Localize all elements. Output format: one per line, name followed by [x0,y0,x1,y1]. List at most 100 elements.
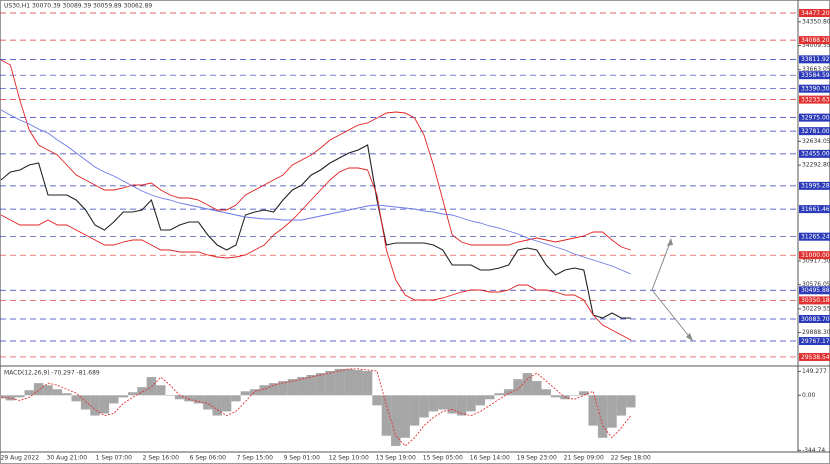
arrow-head [667,238,673,246]
macd-bar [43,385,53,396]
level-label-box [799,352,830,361]
y-tick-label: 30576.05 [802,281,830,288]
level-label-box [799,149,830,158]
level-label-box [799,36,830,45]
macd-bar [485,395,495,400]
macd-bar [550,395,561,398]
x-tick-label: 9 Sep 01:00 [284,455,320,462]
level-label-box [799,181,830,190]
level-label: 29538.54 [801,354,830,361]
macd-bar [607,395,617,428]
level-label-box [799,205,830,214]
macd-bar [626,395,636,408]
macd-bar [5,395,16,401]
macd-bar [146,377,157,396]
level-label-box [799,95,830,104]
macd-title: MACD(12,26,9) -70.297 -81.689 [4,370,100,377]
macd-bar [221,395,232,412]
macd-bar [278,381,288,396]
macd-bar [231,395,241,402]
level-label: 31000.00 [801,252,830,259]
series-line [0,167,632,341]
macd-bar [475,395,486,406]
macd-bar [156,385,166,396]
macd-bar [503,389,514,396]
level-label: 30083.70 [801,316,830,323]
macd-bar [80,395,91,410]
level-label: 31661.46 [801,206,830,213]
level-label-box [799,296,830,305]
macd-bar [15,395,25,398]
level-label-box [799,286,830,295]
macd-bar [174,395,185,400]
macd-bar [62,393,72,396]
macd-bar [391,395,401,446]
y-tick-label: 29888.30 [802,329,830,336]
macd-bar [569,395,580,396]
macd-bar [579,391,589,396]
macd-bar [165,395,175,396]
series-line [0,109,631,275]
level-label-box [799,55,830,64]
y-tick-label: 149.277 [802,368,827,375]
macd-bar [287,379,298,396]
level-label-box [799,113,830,122]
level-label: 32455.00 [801,151,830,158]
level-label: 33390.30 [801,86,830,93]
macd-bar [616,395,627,416]
macd-bar [447,395,457,414]
arrow-down [651,289,693,341]
x-tick-label: 1 Sep 07:00 [96,455,132,462]
macd-bar [99,395,110,414]
macd-bar [372,395,382,406]
level-label: 34477.20 [801,10,830,17]
level-label-box [799,314,830,323]
y-tick-label: 30917.30 [802,257,830,264]
macd-bar [438,395,448,410]
x-tick-label: 13 Sep 19:00 [376,455,416,462]
macd-bar [240,391,251,396]
level-label: 32975.00 [801,114,830,121]
macd-bar [419,395,429,418]
x-tick-label: 29 Aug 2022 [1,455,40,462]
macd-bar [315,373,326,396]
level-label: 33811.92 [801,56,830,63]
macd-bar [532,381,542,396]
level-label: 30350.18 [801,297,830,304]
macd-bar [513,379,523,396]
macd-bar [362,370,373,396]
level-label-box [799,337,830,346]
macd-bar [344,368,354,396]
y-tick-label: 32292.80 [802,162,830,169]
macd-bar [522,373,533,396]
y-tick-label: 32634.05 [802,138,830,145]
level-label-box [799,232,830,241]
x-tick-label: 7 Sep 15:00 [237,455,273,462]
x-tick-label: 30 Aug 21:00 [47,455,88,462]
macd-bar [127,392,138,396]
macd-bar [297,377,307,396]
x-tick-label: 6 Sep 06:00 [190,455,226,462]
x-tick-label: 21 Sep 09:00 [564,455,604,462]
x-tick-label: 12 Sep 10:00 [329,455,369,462]
series-line [0,144,631,319]
series-line [0,59,631,251]
y-tick-label: 33663.05 [802,66,830,73]
x-tick-label: 22 Sep 18:00 [611,455,651,462]
macd-bar [212,395,222,416]
chart-title: US30,H1 30070.39 30089.39 30059.89 30062… [4,3,152,10]
macd-bar [52,389,63,396]
level-label: 32781.00 [801,128,830,135]
level-label: 34088.20 [801,37,830,44]
macd-bar [494,393,504,396]
macd-bar [428,395,439,412]
level-label: 33584.59 [801,72,830,79]
macd-bar [334,368,345,396]
level-label: 29767.17 [801,338,830,345]
macd-bar [118,395,128,398]
y-tick-label: 34350.80 [802,18,830,25]
level-label-box [799,9,830,18]
level-label: 30495.88 [801,287,830,294]
